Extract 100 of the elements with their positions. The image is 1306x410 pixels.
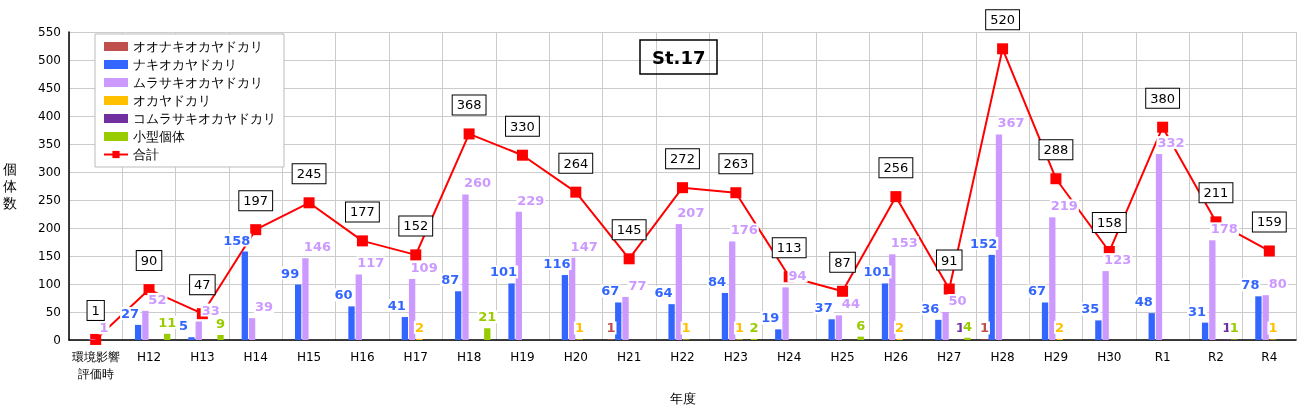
data-label: 52 — [148, 291, 167, 307]
data-label: 67 — [601, 283, 620, 299]
data-label: 520 — [990, 12, 1015, 28]
data-label: 368 — [456, 97, 482, 113]
bar — [1049, 217, 1056, 340]
point — [837, 285, 849, 297]
bar — [964, 337, 971, 340]
point — [890, 191, 902, 203]
data-label: 19 — [761, 310, 780, 326]
bar — [1155, 154, 1163, 340]
data-label: 5 — [178, 318, 188, 334]
y-tick-label: 450 — [38, 81, 61, 95]
data-label: 47 — [194, 277, 211, 293]
y-tick-label: 300 — [38, 165, 61, 179]
bar — [455, 291, 462, 340]
x-tick-label: H13 — [190, 349, 215, 364]
data-label: 99 — [281, 265, 300, 281]
x-tick-label: H19 — [510, 349, 535, 364]
data-label: 116 — [543, 256, 571, 272]
bar — [401, 317, 409, 340]
data-label: 177 — [350, 204, 375, 220]
y-tick-label: 550 — [38, 25, 61, 39]
point — [250, 224, 262, 236]
data-label: 27 — [121, 305, 140, 321]
data-label: 1 — [1222, 320, 1232, 336]
point — [1157, 121, 1169, 133]
data-label: 229 — [517, 192, 545, 208]
x-tick-label: H16 — [350, 349, 375, 364]
bar — [835, 315, 843, 340]
y-tick-label: 100 — [38, 277, 61, 291]
point — [943, 283, 955, 295]
data-label: 44 — [841, 296, 860, 312]
data-label: 36 — [921, 300, 940, 316]
data-label: 113 — [776, 240, 802, 256]
y-tick-label: 400 — [38, 109, 61, 123]
data-label: 94 — [788, 268, 807, 284]
bar — [142, 310, 149, 340]
legend-label: オオナキオカヤドカリ — [133, 39, 263, 54]
bar — [775, 329, 782, 340]
data-label: 256 — [883, 160, 909, 176]
point — [463, 128, 475, 140]
point — [303, 197, 315, 209]
data-label: 6 — [856, 317, 866, 333]
point — [410, 249, 422, 261]
data-label: 87 — [441, 272, 460, 288]
data-label: 2 — [749, 319, 759, 335]
data-label: 90 — [140, 253, 158, 269]
data-label: 145 — [616, 222, 642, 238]
bar — [195, 321, 202, 340]
x-tick-label: H27 — [937, 349, 962, 364]
point — [997, 43, 1009, 55]
bar — [615, 302, 622, 340]
bar — [217, 334, 224, 340]
data-label: 11 — [158, 314, 177, 330]
data-label: 1 — [979, 320, 989, 336]
data-label: 207 — [677, 205, 705, 221]
y-axis-title: 個体数 — [3, 161, 17, 211]
data-label: 1 — [1268, 320, 1278, 336]
data-label: 2 — [895, 319, 905, 335]
bar — [668, 304, 675, 340]
data-label: 77 — [628, 277, 647, 293]
point — [570, 186, 582, 198]
x-tick-label: H20 — [563, 349, 588, 364]
bar — [782, 287, 789, 340]
x-tick-label: 環境影響評価時 — [71, 349, 120, 381]
data-label: 330 — [510, 118, 535, 134]
y-tick-label: 350 — [38, 137, 61, 151]
data-label: 1 — [734, 320, 745, 336]
bar — [355, 274, 362, 340]
point — [90, 333, 102, 345]
bar — [508, 283, 515, 340]
bar — [942, 312, 949, 340]
data-label: 380 — [1150, 90, 1176, 106]
x-tick-label: H14 — [243, 349, 268, 364]
bar — [1041, 302, 1049, 340]
bar — [881, 283, 889, 340]
data-label: 332 — [1157, 135, 1185, 151]
x-tick-label: H15 — [296, 349, 322, 364]
legend-label: オカヤドカリ — [133, 93, 211, 108]
data-label: 48 — [1134, 294, 1153, 310]
data-label: 260 — [463, 175, 492, 191]
x-tick-label: H29 — [1043, 349, 1069, 364]
data-label: 153 — [890, 235, 918, 251]
bar — [1201, 322, 1209, 340]
x-tick-label: H18 — [456, 349, 482, 364]
data-label: 21 — [478, 309, 497, 325]
legend-label: 合計 — [133, 147, 159, 162]
data-label: 2 — [414, 319, 424, 335]
x-tick-label: H28 — [990, 349, 1015, 364]
x-tick-label: H21 — [617, 349, 642, 364]
bar — [462, 194, 469, 340]
data-label: 219 — [1050, 198, 1078, 214]
x-tick-label: R4 — [1261, 349, 1278, 364]
x-tick-label: R2 — [1207, 349, 1224, 364]
legend-label: ナキオカヤドカリ — [133, 57, 237, 72]
data-label: 87 — [834, 254, 851, 270]
y-tick-label: 50 — [45, 305, 61, 319]
data-label: 367 — [997, 115, 1025, 131]
bar — [1209, 240, 1216, 340]
data-label: 109 — [410, 259, 438, 275]
